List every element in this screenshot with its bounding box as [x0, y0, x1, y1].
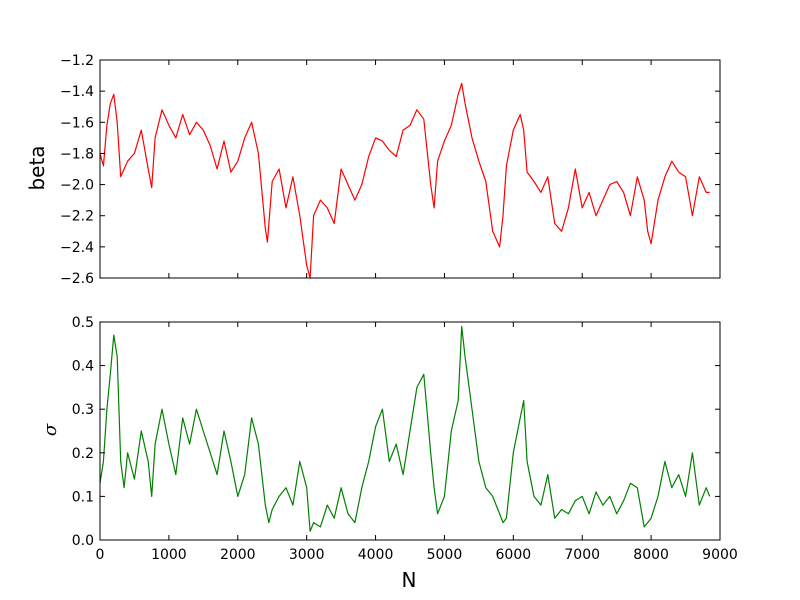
sigma-xtick-label: 4000: [358, 547, 394, 563]
sigma-xtick-label: 1000: [151, 547, 187, 563]
sigma-ytick-label: 0.3: [72, 402, 94, 418]
beta-ytick-label: −2.2: [60, 209, 94, 225]
beta-ytick-label: −2.4: [60, 240, 94, 256]
sigma-xtick-label: 5000: [427, 547, 463, 563]
sigma-xtick-label: 9000: [702, 547, 738, 563]
beta-ticks-layer: −2.6 −2.4 −2.2 −2.0 −1.8 −1.6 −1.4 −1.2: [60, 53, 721, 287]
sigma-xtick-label: 7000: [564, 547, 600, 563]
sigma-series-line: [99, 325, 711, 532]
beta-ytick-label: −1.6: [60, 115, 94, 131]
sigma-xtick-label: 3000: [289, 547, 325, 563]
sigma-xtick-label: 2000: [220, 547, 256, 563]
sigma-ytick-label: 0.0: [72, 533, 94, 549]
sigma-xtick-label: 8000: [633, 547, 669, 563]
sigma-xtick-label: 6000: [496, 547, 532, 563]
sigma-ytick-label: 0.2: [72, 446, 94, 462]
sigma-series-layer: [99, 325, 711, 532]
beta-series-line: [99, 82, 710, 279]
beta-ytick-label: −1.2: [60, 53, 94, 69]
beta-ytick-label: −2.0: [60, 178, 94, 194]
sigma-axes-frame: [99, 321, 721, 541]
sigma-y-axis-label: σ: [40, 423, 61, 436]
beta-axes-frame: [99, 59, 721, 279]
sigma-ytick-label: 0.1: [72, 489, 94, 505]
beta-panel: −2.6 −2.4 −2.2 −2.0 −1.8 −1.6 −1.4 −1.2 beta: [25, 53, 721, 287]
sigma-ytick-label: 0.4: [72, 359, 94, 375]
sigma-xtick-label: 0: [96, 547, 105, 563]
beta-ytick-label: −1.4: [60, 84, 94, 100]
beta-ytick-label: −2.6: [60, 271, 94, 287]
beta-y-axis-label: beta: [25, 145, 49, 190]
sigma-panel: 0.0 0.1 0.2 0.3 0.4 0.5 0 1000 2000 3000 4000 5000 6…: [40, 315, 738, 592]
beta-series-layer: [99, 82, 710, 279]
sigma-ticks-layer: 0.0 0.1 0.2 0.3 0.4 0.5 0 1000 2000 3000 4000 5000 6…: [72, 315, 738, 563]
sigma-ytick-label: 0.5: [72, 315, 94, 331]
beta-ytick-label: −1.8: [60, 146, 94, 162]
x-axis-label: N: [402, 568, 417, 592]
